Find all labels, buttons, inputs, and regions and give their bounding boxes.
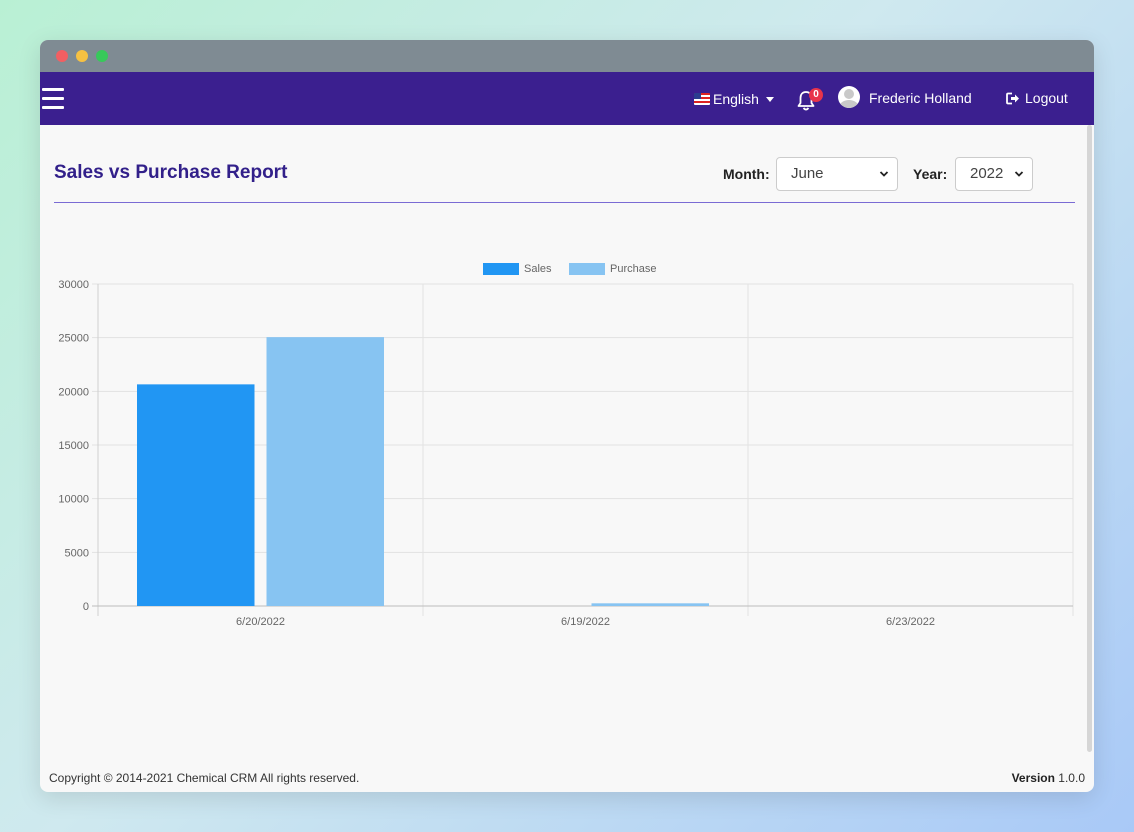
version-value: 1.0.0: [1058, 771, 1085, 785]
logout-icon: [1006, 92, 1019, 104]
month-label: Month:: [723, 166, 770, 182]
user-name[interactable]: Frederic Holland: [869, 90, 972, 106]
maximize-window-button[interactable]: [96, 50, 108, 62]
vertical-scrollbar[interactable]: [1087, 125, 1092, 752]
legend-label-sales: Sales: [524, 263, 552, 275]
chevron-down-icon: [879, 171, 889, 177]
year-select[interactable]: 2022: [955, 157, 1033, 191]
avatar[interactable]: [838, 86, 860, 108]
year-label: Year:: [913, 166, 948, 182]
close-window-button[interactable]: [56, 50, 68, 62]
y-tick-label: 25000: [58, 333, 89, 345]
language-label: English: [713, 91, 759, 107]
y-tick-label: 20000: [58, 386, 89, 398]
top-navbar: English 0 Frederic Holland Logout: [40, 72, 1094, 125]
bar-purchase-1: [591, 603, 709, 606]
legend-swatch-sales: [483, 263, 519, 275]
y-tick-label: 30000: [58, 279, 89, 291]
version-label: Version: [1011, 771, 1055, 785]
month-select-value: June: [791, 165, 824, 182]
legend-label-purchase: Purchase: [610, 263, 656, 275]
header-divider: [54, 202, 1075, 203]
sales-purchase-chart: 0 5000 10000 15000 20000 25000 30000 6/20/2022 6…: [58, 263, 1074, 628]
logout-button[interactable]: Logout: [1006, 90, 1068, 106]
x-tick-label: 6/20/2022: [236, 616, 285, 628]
caret-down-icon: [765, 96, 774, 102]
bar-purchase-0: [266, 337, 384, 606]
legend-swatch-purchase: [569, 263, 605, 275]
notification-badge: 0: [809, 88, 823, 102]
y-tick-label: 10000: [58, 494, 89, 506]
bar-sales-0: [137, 384, 255, 606]
version-text: Version 1.0.0: [1012, 771, 1085, 785]
us-flag-icon: [694, 93, 710, 105]
y-tick-label: 5000: [65, 547, 89, 559]
y-tick-label: 0: [83, 601, 89, 613]
month-select[interactable]: June: [776, 157, 898, 191]
copyright-text: Copyright © 2014-2021 Chemical CRM All r…: [49, 771, 360, 785]
browser-window: English 0 Frederic Holland Logout Sales …: [40, 40, 1094, 792]
minimize-window-button[interactable]: [76, 50, 88, 62]
year-select-value: 2022: [970, 165, 1004, 182]
window-titlebar: [40, 40, 1094, 72]
x-tick-label: 6/19/2022: [561, 616, 610, 628]
y-tick-label: 15000: [58, 440, 89, 452]
chevron-down-icon: [1014, 171, 1024, 177]
menu-icon[interactable]: [42, 88, 64, 110]
language-dropdown[interactable]: English: [694, 89, 774, 109]
page-title: Sales vs Purchase Report: [54, 162, 288, 183]
x-tick-label: 6/23/2022: [886, 616, 935, 628]
logout-label: Logout: [1025, 90, 1068, 106]
